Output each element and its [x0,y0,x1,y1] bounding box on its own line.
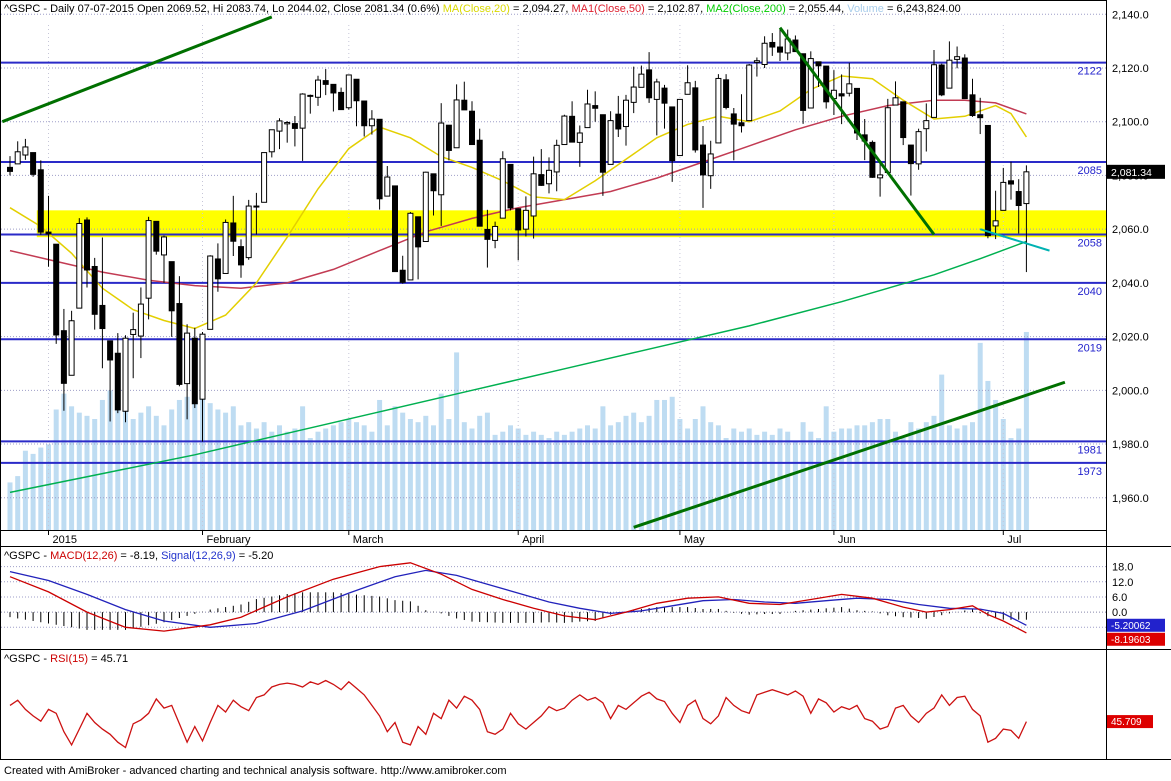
macd-histogram [9,592,1027,630]
title-segment: = -8.19, [117,550,162,562]
footer-text: Created with AmiBroker - advanced charti… [4,765,507,777]
svg-text:2040: 2040 [1078,286,1102,298]
rsi-line [9,679,1027,749]
svg-text:2015: 2015 [53,534,77,546]
svg-text:-5.20062: -5.20062 [1111,621,1151,632]
signal-line [9,569,1027,628]
title-segment: MACD(12,26) [50,550,118,562]
svg-text:2,081.34: 2,081.34 [1111,167,1152,179]
support-zone-band [36,210,1106,238]
svg-text:2,120.0: 2,120.0 [1112,63,1149,75]
title-segment: RSI(15) [50,653,89,665]
title-segment: = 45.71 [88,653,129,665]
teal-trendline [979,228,1050,252]
title-segment: MA1(Close,50) [571,3,645,15]
macd-line [9,562,1027,634]
svg-text:1,960.0: 1,960.0 [1112,493,1149,505]
price-panel-title: ^GSPC - Daily 07-07-2015 Open 2069.52, H… [4,3,961,15]
svg-text:Jun: Jun [838,534,856,546]
svg-text:2,020.0: 2,020.0 [1112,332,1149,344]
svg-text:March: March [353,534,384,546]
svg-text:18.0: 18.0 [1112,562,1133,574]
svg-text:2019: 2019 [1078,342,1102,354]
svg-text:1973: 1973 [1078,466,1102,478]
title-segment: MA(Close,20) [442,3,510,15]
rsi-value-marker [1107,715,1153,729]
svg-text:45.709: 45.709 [1111,717,1142,728]
trendlines [1,15,1066,529]
svg-text:2,000.0: 2,000.0 [1112,385,1149,397]
title-segment: Signal(12,26,9) [161,550,236,562]
title-segment: = 6,243,824.00 [883,3,961,15]
title-segment: ^GSPC - [4,653,51,665]
svg-text:Jul: Jul [1007,534,1021,546]
svg-text:May: May [684,534,705,546]
svg-text:2,140.0: 2,140.0 [1112,9,1149,21]
svg-text:1981: 1981 [1078,444,1102,456]
svg-text:1,980.0: 1,980.0 [1112,439,1149,451]
macd-panel-title: ^GSPC - MACD(12,26) = -8.19, Signal(12,2… [4,550,273,562]
svg-text:2,060.0: 2,060.0 [1112,224,1149,236]
svg-text:2,040.0: 2,040.0 [1112,278,1149,290]
svg-text:12.0: 12.0 [1112,577,1133,589]
title-segment: ^GSPC - Daily 07-07-2015 Open 2069.52, H… [4,3,443,15]
title-segment: = 2,055.44, [785,3,848,15]
svg-text:0.0: 0.0 [1112,607,1127,619]
svg-text:February: February [207,534,252,546]
rsi-panel-title: ^GSPC - RSI(15) = 45.71 [4,653,128,665]
title-segment: = 2,094.27, [509,3,572,15]
svg-text:2085: 2085 [1078,165,1102,177]
title-segment: Volume [847,3,884,15]
svg-text:April: April [522,534,544,546]
title-segment: ^GSPC - [4,550,51,562]
green-trendline [633,380,1066,529]
candlesticks [7,28,1030,442]
green-trendline [778,26,936,236]
title-segment: MA2(Close,200) [706,3,786,15]
svg-text:2058: 2058 [1078,238,1102,250]
footer: Created with AmiBroker - advanced charti… [4,765,507,777]
green-trendline [1,15,273,124]
title-segment: = 2,102.87, [644,3,707,15]
svg-text:2,100.0: 2,100.0 [1112,117,1149,129]
svg-text:-8.19603: -8.19603 [1111,635,1151,646]
macd-value-marker [1107,632,1165,646]
macd-chart-canvas[interactable]: 18.012.06.00.0-6.0-5.20062-8.19603 [0,547,1171,650]
svg-text:2122: 2122 [1078,66,1102,78]
svg-text:6.0: 6.0 [1112,592,1127,604]
rsi-chart-canvas[interactable]: 45.709 [0,650,1171,760]
last-price-marker [1107,164,1165,179]
ma200-line [9,240,1027,494]
signal-value-marker [1107,618,1165,632]
title-segment: = -5.20 [235,550,274,562]
price-chart-canvas[interactable]: 2,140.02,120.02,100.02,080.02,060.02,040… [0,0,1171,547]
